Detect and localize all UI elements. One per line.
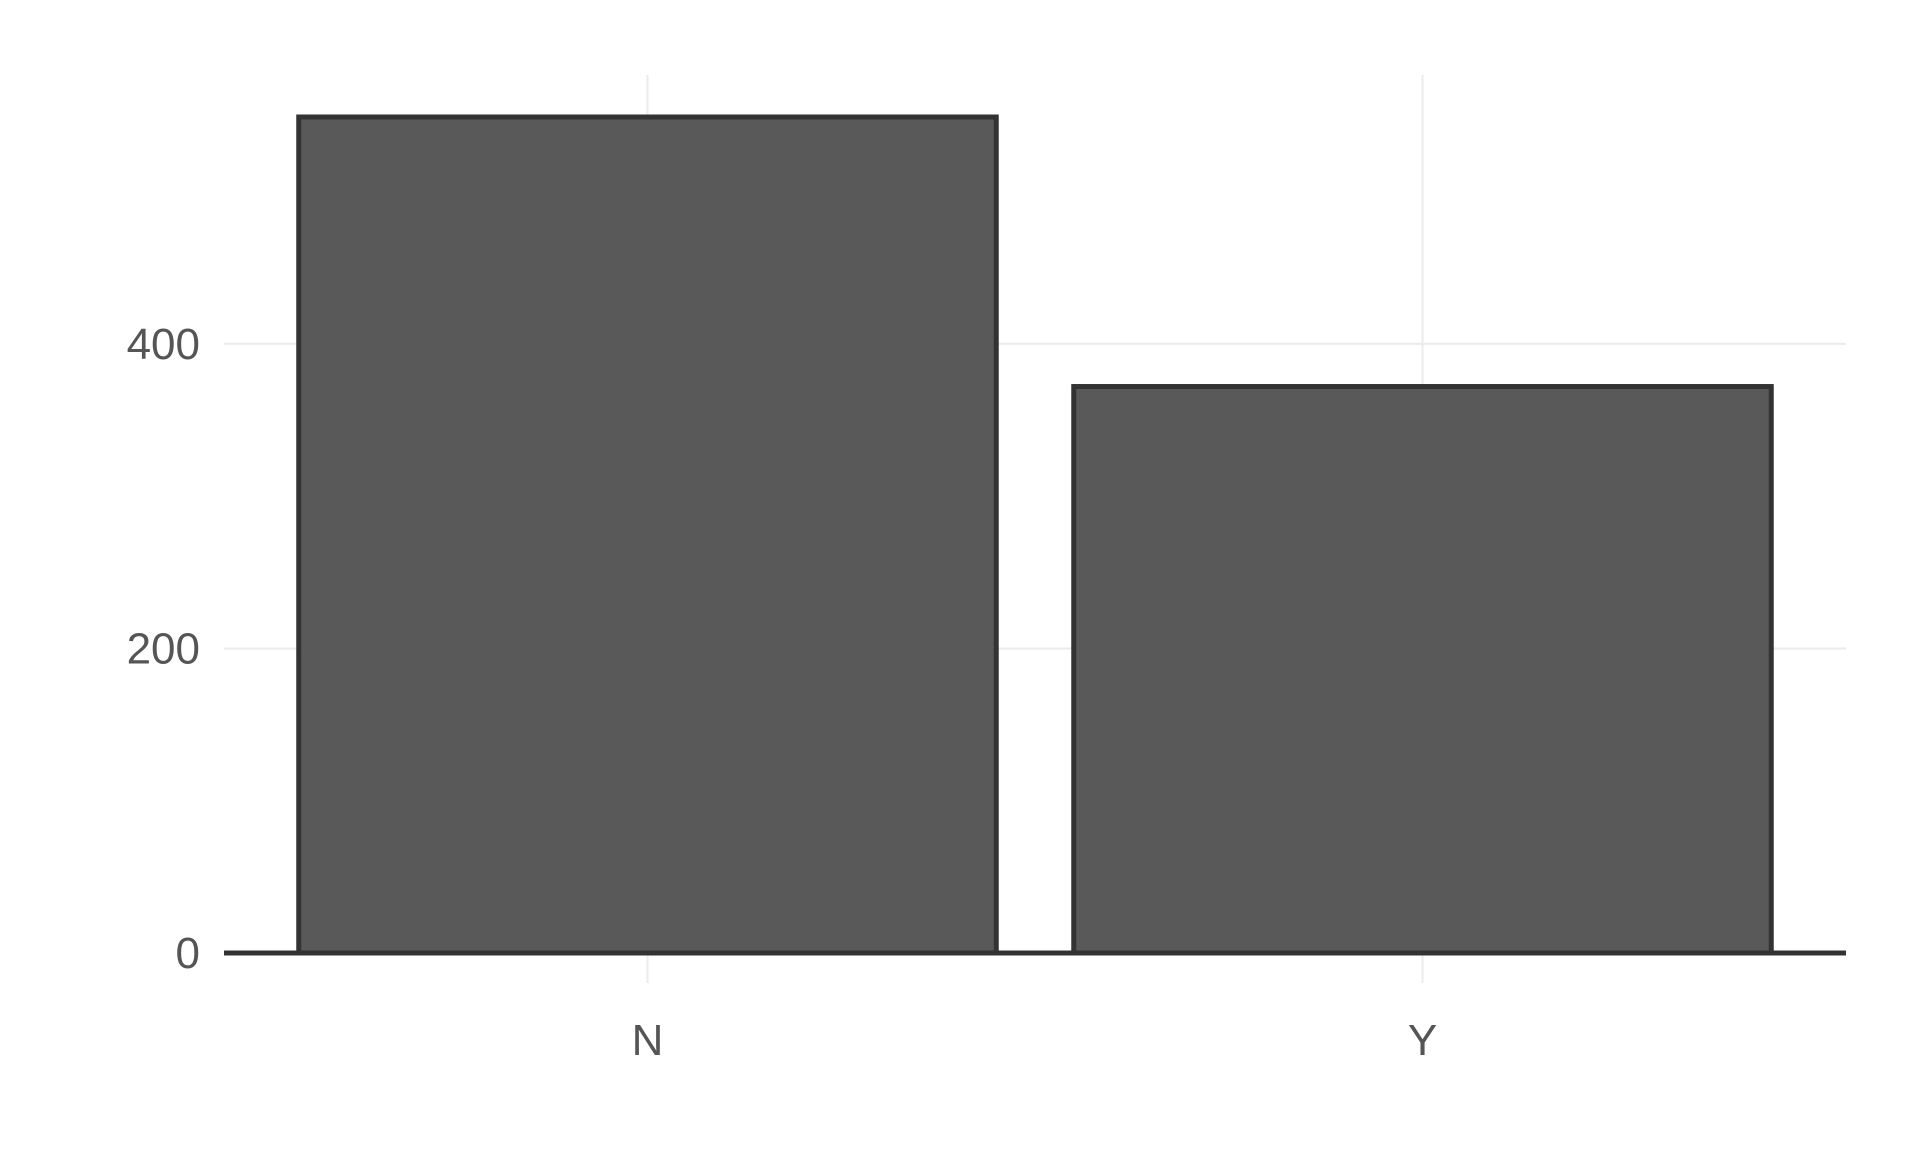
- bar-n: [296, 114, 999, 956]
- x-tick-label-y: Y: [1408, 1016, 1437, 1065]
- x-tick-label-n: N: [632, 1016, 664, 1065]
- y-tick-label-400: 400: [127, 320, 200, 369]
- bars: [296, 114, 1774, 956]
- y-tick-labels: 0 200 400: [127, 320, 200, 978]
- y-tick-label-0: 0: [176, 929, 200, 978]
- y-tick-label-200: 200: [127, 624, 200, 673]
- bar-y: [1071, 384, 1774, 956]
